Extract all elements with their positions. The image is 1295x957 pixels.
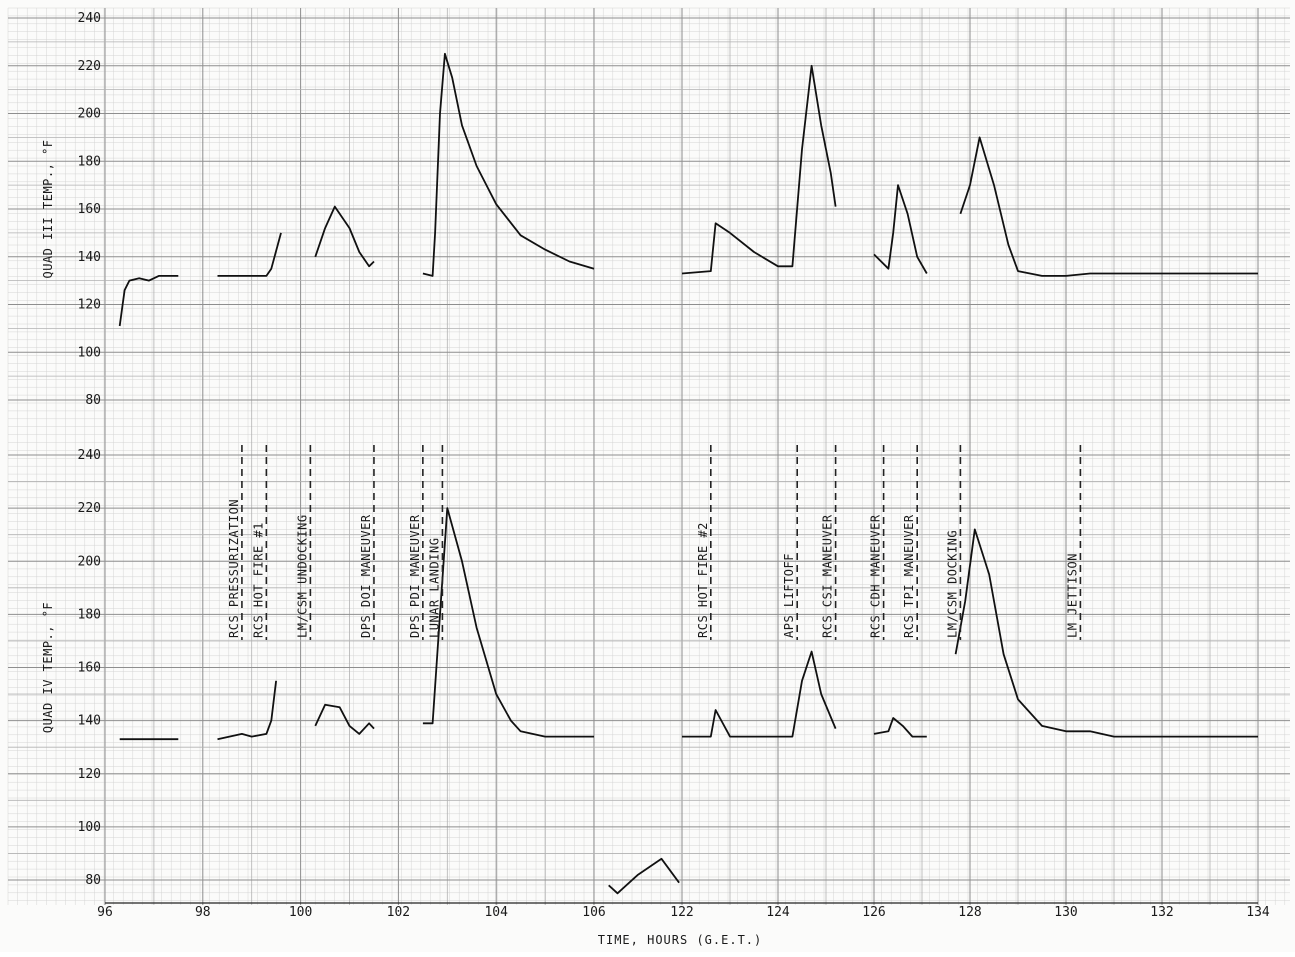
y-tick-label: 140 [78,250,101,265]
x-tick-label: 100 [289,905,312,920]
y-tick-label: 140 [78,714,101,729]
quad3-trace [314,205,375,268]
y-tick-label: 100 [78,820,101,835]
y-axis-title: QUAD III TEMP., °F [41,139,55,278]
y-tick-label: 160 [78,202,101,217]
quad4-trace [217,680,277,741]
quad4-trace [954,528,1258,738]
y-tick-label: 240 [78,11,101,26]
x-tick-label: 98 [195,905,211,920]
quad4-trace [422,507,594,738]
event-label: LM JETTISON [1065,553,1079,638]
quad4-trace [682,650,837,738]
y-tick-label: 80 [85,393,101,408]
quad3-trace [873,184,928,274]
y-axis-title: QUAD IV TEMP., °F [41,602,55,733]
event-label: RCS TPI MANEUVER [902,514,916,638]
event-label: RCS PRESSURIZATION [227,499,241,638]
grid [7,7,1290,905]
event-label: LM/CSM DOCKING [945,530,959,638]
y-tick-label: 220 [78,501,101,516]
quad3-trace [959,136,1258,277]
y-tick-label: 180 [78,154,101,169]
x-tick-label: 104 [484,905,508,920]
x-tick-label: 128 [958,905,981,920]
event-label: RCS CSI MANEUVER [821,514,835,638]
event-label: LM/CSM UNDOCKING [295,514,309,638]
event-label: RCS HOT FIRE #1 [251,522,265,638]
x-tick-label: 96 [97,905,113,920]
x-axis-title: TIME, HOURS (G.E.T.) [598,933,763,947]
y-tick-label: 240 [78,448,101,463]
event-markers: RCS PRESSURIZATION RCS HOT FIRE #1 LM/CSM … [227,445,1082,640]
y-tick-label: 220 [78,59,101,74]
y-tick-label: 200 [78,107,101,122]
x-tick-label: 130 [1054,905,1077,920]
x-tick-label: 102 [387,905,410,920]
event-label: DPS PDI MANEUVER [408,514,422,638]
x-tick-label: 126 [862,905,885,920]
x-tick-label: 122 [670,905,693,920]
y-tick-label: 80 [85,873,101,888]
event-label: RCS CDH MANEUVER [869,514,883,638]
quad3-trace [681,64,837,275]
x-tick-label: 134 [1246,905,1270,920]
quad3-trace [118,275,179,327]
y-tick-label: 160 [78,661,101,676]
event-label: LUNAR LANDING [427,538,441,638]
event-label: RCS HOT FIRE #2 [696,522,710,638]
x-tick-label: 106 [582,905,605,920]
y-tick-label: 120 [78,298,101,313]
y-tick-label: 120 [78,767,101,782]
event-label: DPS DOI MANEUVER [359,514,373,638]
quad3-trace [422,52,595,277]
quad4-trace [314,703,375,735]
quad4-trace [608,857,680,895]
x-tick-label: 124 [766,905,790,920]
series-layer [118,52,1258,895]
labels: 80 100 120 140 160 180 200 220 240 QUAD III TEMP.… [41,11,1270,947]
quad3-trace [217,232,282,277]
y-tick-label: 100 [78,345,101,360]
quad4-trace [873,717,927,738]
x-tick-label: 132 [1150,905,1173,920]
event-label: APS LIFTOFF [782,553,796,638]
y-tick-label: 200 [78,554,101,569]
y-tick-label: 180 [78,607,101,622]
